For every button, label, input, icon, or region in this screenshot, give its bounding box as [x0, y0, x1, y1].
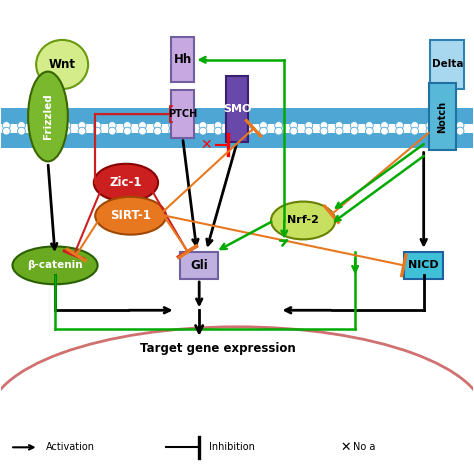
- Text: NICD: NICD: [409, 260, 439, 270]
- Circle shape: [335, 127, 343, 135]
- Bar: [171, 37, 194, 82]
- Circle shape: [123, 127, 131, 135]
- Bar: [429, 83, 456, 150]
- Circle shape: [169, 121, 177, 129]
- Text: Activation: Activation: [46, 442, 95, 452]
- Circle shape: [154, 121, 162, 129]
- Circle shape: [245, 127, 252, 135]
- Text: Frizzled: Frizzled: [43, 93, 53, 139]
- Text: Inhibition: Inhibition: [209, 442, 255, 452]
- Bar: [0, 124, 474, 133]
- Text: β-catenin: β-catenin: [27, 260, 83, 270]
- Circle shape: [365, 121, 373, 129]
- Circle shape: [78, 127, 86, 135]
- Circle shape: [214, 121, 222, 129]
- Text: ✕: ✕: [201, 138, 212, 152]
- Text: SMO: SMO: [223, 104, 251, 114]
- Circle shape: [123, 121, 131, 129]
- Text: Hh: Hh: [173, 53, 192, 66]
- Circle shape: [260, 121, 267, 129]
- Circle shape: [411, 127, 419, 135]
- Circle shape: [305, 121, 313, 129]
- Circle shape: [169, 127, 177, 135]
- Circle shape: [245, 121, 252, 129]
- Circle shape: [48, 121, 55, 129]
- Circle shape: [18, 127, 26, 135]
- Circle shape: [411, 121, 419, 129]
- Circle shape: [2, 127, 10, 135]
- Circle shape: [305, 127, 313, 135]
- Circle shape: [456, 121, 464, 129]
- Ellipse shape: [95, 197, 166, 235]
- Text: Wnt: Wnt: [49, 58, 76, 71]
- Circle shape: [350, 121, 358, 129]
- Circle shape: [320, 127, 328, 135]
- Bar: [0, 133, 474, 148]
- Circle shape: [260, 127, 267, 135]
- Circle shape: [396, 127, 403, 135]
- Bar: [180, 252, 218, 279]
- Text: ✕: ✕: [340, 441, 351, 454]
- Circle shape: [33, 127, 41, 135]
- Text: Nrf-2: Nrf-2: [287, 216, 319, 226]
- Circle shape: [138, 127, 146, 135]
- Ellipse shape: [94, 164, 158, 201]
- Circle shape: [426, 121, 434, 129]
- Text: Zic-1: Zic-1: [109, 176, 142, 189]
- Text: SIRT-1: SIRT-1: [110, 209, 151, 222]
- Circle shape: [93, 127, 101, 135]
- Circle shape: [229, 127, 237, 135]
- Circle shape: [274, 127, 283, 135]
- Circle shape: [381, 121, 388, 129]
- Circle shape: [396, 121, 403, 129]
- Circle shape: [93, 121, 101, 129]
- Bar: [404, 252, 443, 279]
- Text: Target gene expression: Target gene expression: [140, 342, 296, 355]
- Text: Delta: Delta: [431, 60, 463, 70]
- Circle shape: [138, 121, 146, 129]
- Circle shape: [426, 127, 434, 135]
- Circle shape: [214, 127, 222, 135]
- Ellipse shape: [36, 40, 88, 89]
- Circle shape: [184, 121, 192, 129]
- Circle shape: [229, 121, 237, 129]
- Circle shape: [33, 121, 41, 129]
- Circle shape: [320, 121, 328, 129]
- Bar: [430, 40, 465, 89]
- Circle shape: [184, 127, 192, 135]
- Circle shape: [274, 121, 283, 129]
- Ellipse shape: [271, 201, 335, 239]
- Circle shape: [381, 127, 388, 135]
- Circle shape: [441, 127, 449, 135]
- Circle shape: [2, 121, 10, 129]
- Bar: [0, 109, 474, 124]
- Circle shape: [199, 127, 207, 135]
- Text: No a: No a: [353, 442, 375, 452]
- Circle shape: [154, 127, 162, 135]
- Circle shape: [48, 127, 55, 135]
- Text: PTCH: PTCH: [168, 109, 197, 119]
- Circle shape: [18, 121, 26, 129]
- Circle shape: [456, 127, 464, 135]
- Circle shape: [109, 121, 116, 129]
- Circle shape: [441, 121, 449, 129]
- Circle shape: [63, 127, 71, 135]
- Circle shape: [109, 127, 116, 135]
- Bar: [171, 91, 194, 138]
- Circle shape: [199, 121, 207, 129]
- Text: Notch: Notch: [438, 100, 447, 133]
- Text: Gli: Gli: [191, 259, 208, 272]
- Circle shape: [290, 127, 298, 135]
- Circle shape: [335, 121, 343, 129]
- Circle shape: [350, 127, 358, 135]
- Circle shape: [63, 121, 71, 129]
- Circle shape: [78, 121, 86, 129]
- Bar: [226, 76, 248, 143]
- Circle shape: [290, 121, 298, 129]
- Circle shape: [365, 127, 373, 135]
- Ellipse shape: [28, 72, 68, 161]
- Ellipse shape: [12, 246, 98, 284]
